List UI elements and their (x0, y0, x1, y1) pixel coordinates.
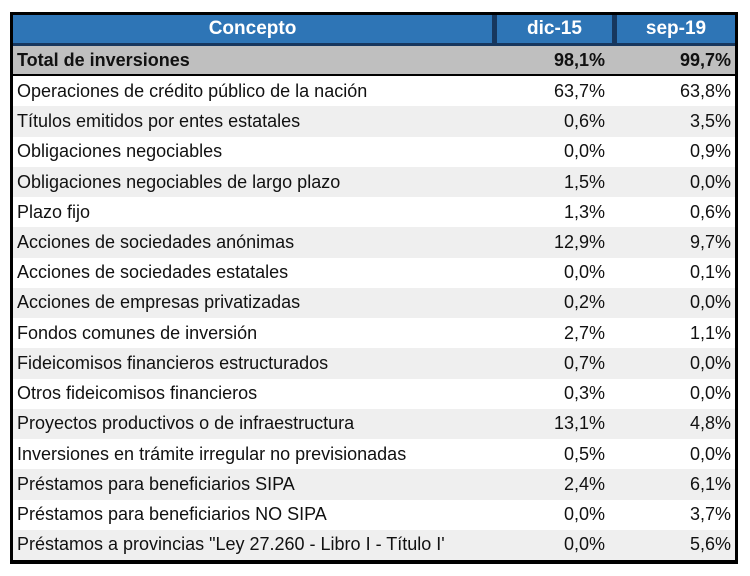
investments-table: Concepto dic-15 sep-19 Total de inversio… (10, 12, 738, 564)
value-sep-19: 0,0% (689, 443, 731, 464)
value-sep-19: 0,0% (689, 171, 731, 192)
table-row: Obligaciones negociables de largo plazo 1… (13, 166, 735, 198)
value-dic-15: 0,6% (563, 111, 605, 132)
value-sep-19: 63,8% (679, 80, 731, 101)
table-row: Títulos emitidos por entes estatales 0,6%… (13, 106, 735, 137)
row-label: Obligaciones negociables (17, 141, 223, 162)
value-sep-19: 1,1% (689, 322, 731, 343)
row-label: Fondos comunes de inversión (17, 322, 258, 343)
table-row: Acciones de sociedades estatales 0,0% 0,1% (13, 257, 735, 288)
table-row: Plazo fijo 1,3% 0,6% (13, 197, 735, 228)
row-label: Plazo fijo (17, 201, 91, 222)
row-label: Otros fideicomisos financieros (17, 383, 258, 404)
value-sep-19: 0,0% (689, 383, 731, 404)
value-sep-19: 99,7% (679, 49, 731, 70)
table-header-row: Concepto dic-15 sep-19 (13, 15, 735, 46)
value-sep-19: 0,6% (689, 201, 731, 222)
value-dic-15: 98,1% (553, 49, 605, 70)
table-body: Total de inversiones 98,1% 99,7% Operacione… (13, 46, 735, 560)
total-row: Total de inversiones 98,1% 99,7% (13, 46, 735, 77)
value-dic-15: 63,7% (553, 80, 605, 101)
table-row: Proyectos productivos o de infraestructu… (13, 408, 735, 440)
value-sep-19: 5,6% (689, 534, 731, 555)
value-dic-15: 13,1% (553, 413, 605, 434)
value-dic-15: 2,7% (563, 322, 605, 343)
table-row: Acciones de empresas privatizadas 0,2% 0,0… (13, 287, 735, 319)
row-label: Préstamos a provincias "Ley 27.260 - Lib… (17, 534, 445, 555)
value-dic-15: 0,2% (563, 292, 605, 313)
value-sep-19: 3,7% (689, 504, 731, 525)
table-row: Otros fideicomisos financieros 0,3% 0,0% (13, 378, 735, 409)
row-label: Obligaciones negociables de largo plazo (17, 171, 341, 192)
row-label: Acciones de sociedades estatales (17, 262, 289, 283)
value-dic-15: 1,5% (563, 171, 605, 192)
row-label: Acciones de empresas privatizadas (17, 292, 301, 313)
row-label: Préstamos para beneficiarios SIPA (17, 473, 295, 494)
table-row: Fideicomisos financieros estructurados 0,… (13, 348, 735, 379)
value-dic-15: 0,0% (563, 534, 605, 555)
table-row: Inversiones en trámite irregular no prev… (13, 439, 735, 470)
row-label: Títulos emitidos por entes estatales (17, 111, 301, 132)
row-label: Acciones de sociedades anónimas (17, 232, 295, 253)
value-dic-15: 0,0% (563, 141, 605, 162)
value-sep-19: 0,0% (689, 292, 731, 313)
table-row: Fondos comunes de inversión 2,7% 1,1% (13, 318, 735, 349)
value-dic-15: 1,3% (563, 201, 605, 222)
value-sep-19: 6,1% (689, 473, 731, 494)
table-row: Préstamos a provincias "Ley 27.260 - Lib… (13, 529, 735, 560)
value-sep-19: 0,1% (689, 262, 731, 283)
value-sep-19: 0,9% (689, 141, 731, 162)
row-label: Operaciones de crédito público de la nac… (17, 80, 368, 101)
table-row: Préstamos para beneficiarios SIPA 2,4% 6,1… (13, 469, 735, 500)
table-row: Operaciones de crédito público de la nac… (13, 76, 735, 107)
value-sep-19: 4,8% (689, 413, 731, 434)
value-dic-15: 0,3% (563, 383, 605, 404)
row-label: Préstamos para beneficiarios NO SIPA (17, 504, 327, 525)
table-row: Obligaciones negociables 0,0% 0,9% (13, 136, 735, 167)
header-concepto: Concepto (208, 18, 297, 39)
value-dic-15: 2,4% (563, 473, 605, 494)
row-label: Fideicomisos financieros estructurados (17, 352, 329, 373)
value-sep-19: 9,7% (689, 232, 731, 253)
value-dic-15: 0,0% (563, 262, 605, 283)
header-dic-15: dic-15 (492, 15, 612, 43)
value-sep-19: 3,5% (689, 111, 731, 132)
value-sep-19: 0,0% (689, 352, 731, 373)
table-row: Acciones de sociedades anónimas 12,9% 9,7% (13, 227, 735, 258)
value-dic-15: 0,5% (563, 443, 605, 464)
row-label: Inversiones en trámite irregular no prev… (17, 443, 407, 464)
row-label: Proyectos productivos o de infraestructu… (17, 413, 355, 434)
header-sep-19: sep-19 (612, 15, 735, 43)
value-dic-15: 12,9% (553, 232, 605, 253)
row-label: Total de inversiones (17, 49, 190, 70)
table-row: Préstamos para beneficiarios NO SIPA 0,0%… (13, 499, 735, 530)
value-dic-15: 0,0% (563, 504, 605, 525)
value-dic-15: 0,7% (563, 352, 605, 373)
